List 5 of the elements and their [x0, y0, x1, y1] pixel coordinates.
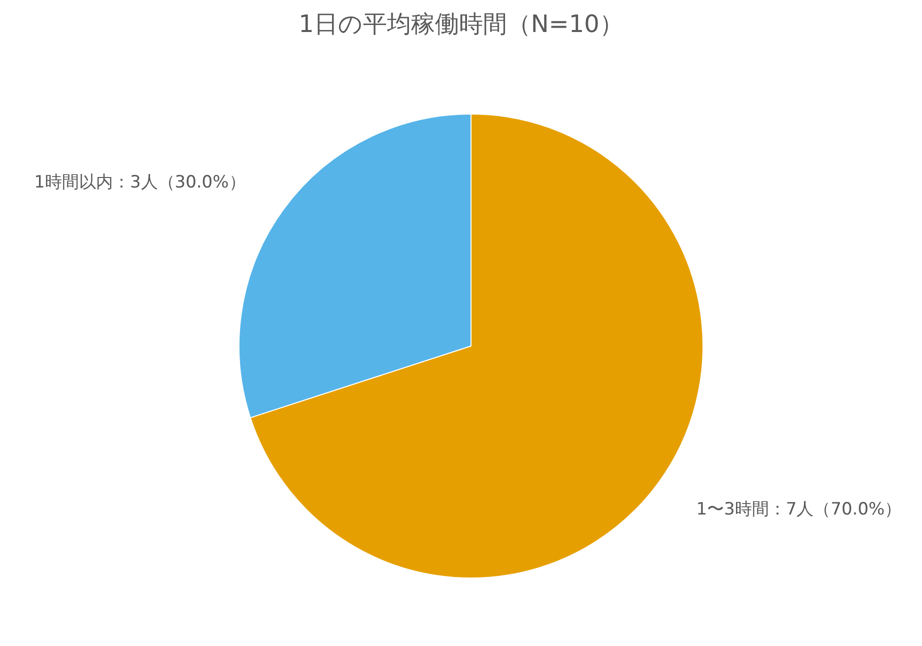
data-label: ：3人（30.0%）: [112, 172, 246, 192]
chart-title: 1日の平均稼働時間（N=10）: [298, 9, 624, 40]
slice-label: 1〜3時間: [696, 500, 769, 520]
data-label: ：7人（70.0%）: [768, 500, 902, 520]
slice-label: 1時間以内: [34, 172, 113, 192]
